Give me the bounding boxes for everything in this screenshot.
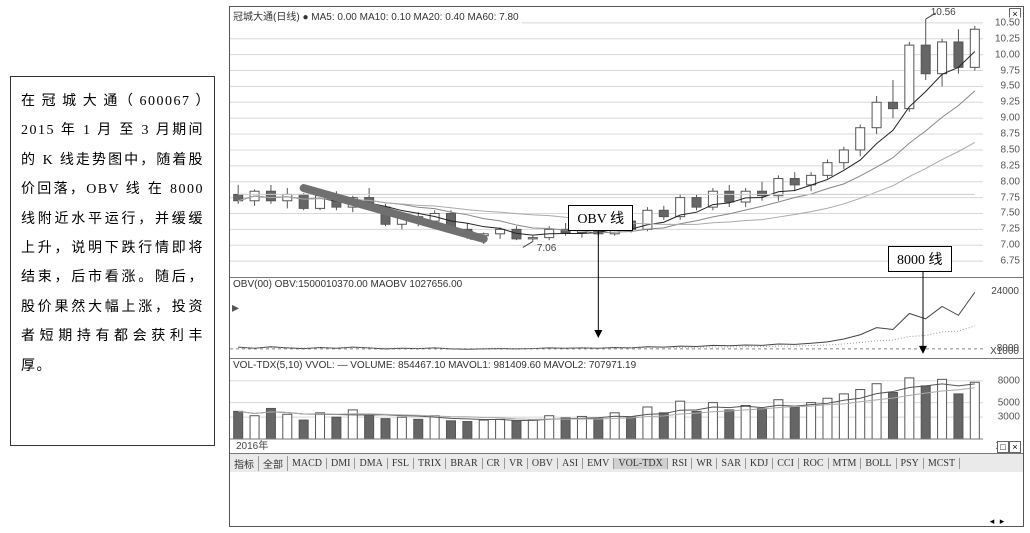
vol-ytick: 3000 — [997, 412, 1021, 423]
price-ytick: 7.25 — [1000, 224, 1021, 235]
vol-ytick: 5000 — [997, 397, 1021, 408]
indicator-tab[interactable]: BRAR — [446, 458, 482, 469]
indicator-tab[interactable]: KDJ — [746, 458, 773, 469]
callout-obv: OBV 线 — [568, 205, 633, 231]
close-icon[interactable]: × — [1009, 441, 1021, 453]
scroll-right-icon[interactable]: ▸ — [997, 516, 1007, 526]
callout-8000-arrow — [230, 246, 983, 358]
indicator-tab[interactable]: MCST — [924, 458, 960, 469]
indicator-tab[interactable]: RSI — [668, 458, 693, 469]
analysis-note: 在 冠 城 大 通（ 600067 ）2015 年 1 月 至 3 月期间的 K… — [10, 76, 215, 446]
price-ytick: 8.25 — [1000, 160, 1021, 171]
price-ytick: 10.25 — [994, 33, 1021, 44]
indicator-tab[interactable]: DMI — [327, 458, 355, 469]
price-ytick: 9.50 — [1000, 81, 1021, 92]
downtrend-arrow — [230, 7, 499, 254]
price-ytick: 10.50 — [994, 17, 1021, 28]
vol-ytick: 8000 — [997, 375, 1021, 386]
indicator-tab[interactable]: SAR — [717, 458, 745, 469]
indicator-tab[interactable]: 全部 — [259, 456, 288, 471]
indicator-tab[interactable]: FSL — [388, 458, 414, 469]
callout-8000: 8000 线 — [888, 246, 952, 272]
indicator-tab[interactable]: CCI — [773, 458, 799, 469]
indicator-tab[interactable]: PSY — [897, 458, 924, 469]
price-ytick: 7.00 — [1000, 240, 1021, 251]
indicator-tab[interactable]: MACD — [288, 458, 327, 469]
price-ytick: 8.50 — [1000, 144, 1021, 155]
indicator-tab[interactable]: DMA — [355, 458, 387, 469]
indicator-tab[interactable]: TRIX — [414, 458, 446, 469]
indicator-tab[interactable]: 指标 — [230, 456, 259, 471]
indicator-tab[interactable]: WR — [692, 458, 717, 469]
obv-pane: OBV(00) OBV:1500010370.00 MAOBV 1027656.… — [230, 278, 1023, 359]
indicator-tab[interactable]: VR — [505, 458, 528, 469]
price-ytick: 8.75 — [1000, 129, 1021, 140]
price-ytick: 8.00 — [1000, 176, 1021, 187]
price-ytick: 7.50 — [1000, 208, 1021, 219]
indicator-tab[interactable]: MTM — [829, 458, 862, 469]
scroll-left-icon[interactable]: ◂ — [987, 516, 997, 526]
price-ytick: 10.00 — [994, 49, 1021, 60]
price-ytick: 7.75 — [1000, 192, 1021, 203]
price-ytick: 9.75 — [1000, 65, 1021, 76]
indicator-tab-bar[interactable]: 指标全部MACDDMIDMAFSLTRIXBRARCRVROBVASIEMVVO… — [230, 453, 1023, 472]
indicator-tab[interactable]: CR — [483, 458, 505, 469]
indicator-tab[interactable]: BOLL — [861, 458, 896, 469]
volume-chart — [230, 359, 983, 453]
indicator-tab[interactable]: VOL-TDX — [614, 458, 667, 469]
indicator-tab[interactable]: OBV — [528, 458, 558, 469]
volume-pane: VOL-TDX(5,10) VVOL: — VOLUME: 854467.10 … — [230, 359, 1023, 453]
sq-icon[interactable]: □ — [997, 441, 1009, 453]
price-ytick: 6.75 — [1000, 256, 1021, 267]
price-pane: 冠城大通(日线) ● MA5: 0.00 MA10: 0.10 MA20: 0.… — [230, 7, 1023, 278]
volume-pane-title: VOL-TDX(5,10) VVOL: — VOLUME: 854467.10 … — [230, 359, 639, 372]
chart-container: 冠城大通(日线) ● MA5: 0.00 MA10: 0.10 MA20: 0.… — [229, 6, 1024, 527]
price-ytick: 9.00 — [1000, 113, 1021, 124]
indicator-tab[interactable]: ROC — [799, 458, 829, 469]
obv-tick-ref: 8000 — [997, 343, 1019, 354]
vol-year-label: 2016年 — [236, 437, 268, 452]
obv-tick-high: 24000 — [991, 286, 1019, 297]
indicator-tab[interactable]: ASI — [558, 458, 583, 469]
price-ytick: 9.25 — [1000, 97, 1021, 108]
indicator-tab[interactable]: EMV — [583, 458, 614, 469]
